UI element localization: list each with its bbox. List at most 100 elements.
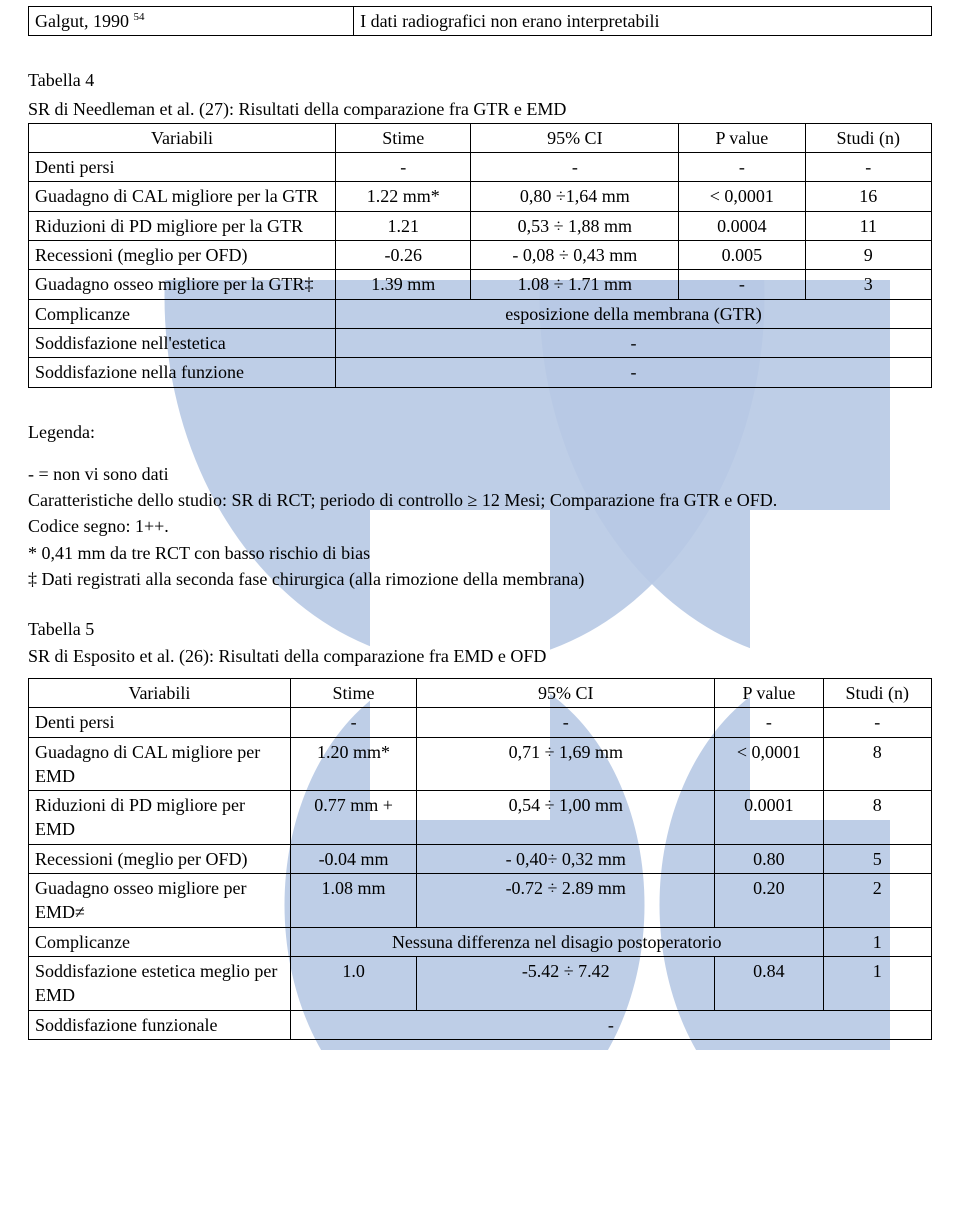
table-row: ComplicanzeNessuna differenza nel disagi… — [29, 927, 932, 956]
row-n: 11 — [805, 211, 931, 240]
col-header: 95% CI — [417, 678, 715, 707]
row-label: Guadagno di CAL migliore per la GTR — [29, 182, 336, 211]
row-label: Guadagno osseo migliore per la GTR‡ — [29, 270, 336, 299]
row-wide: Nessuna differenza nel disagio postopera… — [290, 927, 823, 956]
col-header: Variabili — [29, 678, 291, 707]
row-n: 1 — [823, 927, 931, 956]
legend-line: - = non vi sono dati — [28, 462, 932, 486]
row-c: -5.42 ÷ 7.42 — [417, 956, 715, 1010]
table-row: Guadagno di CAL migliore per EMD1.20 mm*… — [29, 737, 932, 791]
row-s: -0.04 mm — [290, 844, 416, 873]
col-header: P value — [679, 123, 805, 152]
table-row: Recessioni (meglio per OFD)-0.26- 0,08 ÷… — [29, 241, 932, 270]
row-p: 0.0004 — [679, 211, 805, 240]
legend-lines: - = non vi sono datiCaratteristiche dell… — [28, 462, 932, 591]
table-row: Soddisfazione nella funzione- — [29, 358, 932, 387]
row-p: 0.005 — [679, 241, 805, 270]
row-s: 1.20 mm* — [290, 737, 416, 791]
row-label: Recessioni (meglio per OFD) — [29, 844, 291, 873]
legend-line: ‡ Dati registrati alla seconda fase chir… — [28, 567, 932, 591]
row-p: < 0,0001 — [715, 737, 823, 791]
row-label: Soddisfazione funzionale — [29, 1010, 291, 1039]
t5-caption1: Tabella 5 — [28, 617, 932, 641]
row-label: Complicanze — [29, 299, 336, 328]
row-s: - — [290, 708, 416, 737]
row-c: 0,71 ÷ 1,69 mm — [417, 737, 715, 791]
table-row: Soddisfazione funzionale- — [29, 1010, 932, 1039]
row-c: -0.72 ÷ 2.89 mm — [417, 874, 715, 928]
row-s: -0.26 — [336, 241, 471, 270]
cell-value: I dati radiografici non erano interpreta… — [354, 7, 932, 36]
table-4: VariabiliStime95% CIP valueStudi (n)Dent… — [28, 123, 932, 388]
row-s: 1.21 — [336, 211, 471, 240]
table-row: Recessioni (meglio per OFD)-0.04 mm- 0,4… — [29, 844, 932, 873]
row-label: Guadagno di CAL migliore per EMD — [29, 737, 291, 791]
table-row: Denti persi---- — [29, 153, 932, 182]
row-p: 0.84 — [715, 956, 823, 1010]
row-label: Soddisfazione nella funzione — [29, 358, 336, 387]
row-label: Riduzioni di PD migliore per la GTR — [29, 211, 336, 240]
row-c: 0,54 ÷ 1,00 mm — [417, 791, 715, 845]
table-row: Guadagno di CAL migliore per la GTR1.22 … — [29, 182, 932, 211]
row-n: 8 — [823, 737, 931, 791]
row-c: - — [417, 708, 715, 737]
t4-caption1: Tabella 4 — [28, 68, 932, 92]
row-p: 0.0001 — [715, 791, 823, 845]
row-full: - — [336, 328, 932, 357]
row-p: - — [679, 153, 805, 182]
row-s: 0.77 mm + — [290, 791, 416, 845]
table-row: Galgut, 1990 54 I dati radiografici non … — [29, 7, 932, 36]
row-s: 1.0 — [290, 956, 416, 1010]
row-label: Soddisfazione nell'estetica — [29, 328, 336, 357]
col-header: Stime — [290, 678, 416, 707]
row-n: 9 — [805, 241, 931, 270]
table-row: Guadagno osseo migliore per la GTR‡1.39 … — [29, 270, 932, 299]
table-head: VariabiliStime95% CIP valueStudi (n) — [29, 123, 932, 152]
legend-title: Legenda: — [28, 420, 932, 444]
table-head: VariabiliStime95% CIP valueStudi (n) — [29, 678, 932, 707]
row-n: 2 — [823, 874, 931, 928]
table-row: Riduzioni di PD migliore per la GTR1.210… — [29, 211, 932, 240]
row-p: 0.20 — [715, 874, 823, 928]
table-row: Denti persi---- — [29, 708, 932, 737]
row-s: 1.22 mm* — [336, 182, 471, 211]
col-header: P value — [715, 678, 823, 707]
row-full: - — [336, 358, 932, 387]
row-p: - — [715, 708, 823, 737]
row-c: - 0,40÷ 0,32 mm — [417, 844, 715, 873]
row-n: 1 — [823, 956, 931, 1010]
row-n: 8 — [823, 791, 931, 845]
table-row: Soddisfazione nell'estetica- — [29, 328, 932, 357]
row-p: < 0,0001 — [679, 182, 805, 211]
legend-line: Codice segno: 1++. — [28, 514, 932, 538]
table-5: VariabiliStime95% CIP valueStudi (n)Dent… — [28, 678, 932, 1040]
row-label: Denti persi — [29, 708, 291, 737]
row-label: Guadagno osseo migliore per EMD≠ — [29, 874, 291, 928]
col-header: Studi (n) — [823, 678, 931, 707]
row-label: Denti persi — [29, 153, 336, 182]
row-c: 0,80 ÷1,64 mm — [471, 182, 679, 211]
row-label: Recessioni (meglio per OFD) — [29, 241, 336, 270]
row-s: 1.39 mm — [336, 270, 471, 299]
row-full: esposizione della membrana (GTR) — [336, 299, 932, 328]
col-header: Stime — [336, 123, 471, 152]
row-n: 16 — [805, 182, 931, 211]
row-p: 0.80 — [715, 844, 823, 873]
t5-caption2: SR di Esposito et al. (26): Risultati de… — [28, 644, 932, 668]
row-label: Complicanze — [29, 927, 291, 956]
legend-line: * 0,41 mm da tre RCT con basso rischio d… — [28, 541, 932, 565]
col-header: Studi (n) — [805, 123, 931, 152]
t4-caption2: SR di Needleman et al. (27): Risultati d… — [28, 97, 932, 121]
row-c: 0,53 ÷ 1,88 mm — [471, 211, 679, 240]
legend-line: Caratteristiche dello studio: SR di RCT;… — [28, 488, 932, 512]
table-row: Guadagno osseo migliore per EMD≠1.08 mm-… — [29, 874, 932, 928]
row-c: - — [471, 153, 679, 182]
col-header: Variabili — [29, 123, 336, 152]
top-a-sup: 54 — [134, 11, 145, 23]
row-n: 3 — [805, 270, 931, 299]
row-c: 1.08 ÷ 1.71 mm — [471, 270, 679, 299]
row-full: - — [290, 1010, 931, 1039]
row-n: - — [805, 153, 931, 182]
row-s: 1.08 mm — [290, 874, 416, 928]
row-n: - — [823, 708, 931, 737]
